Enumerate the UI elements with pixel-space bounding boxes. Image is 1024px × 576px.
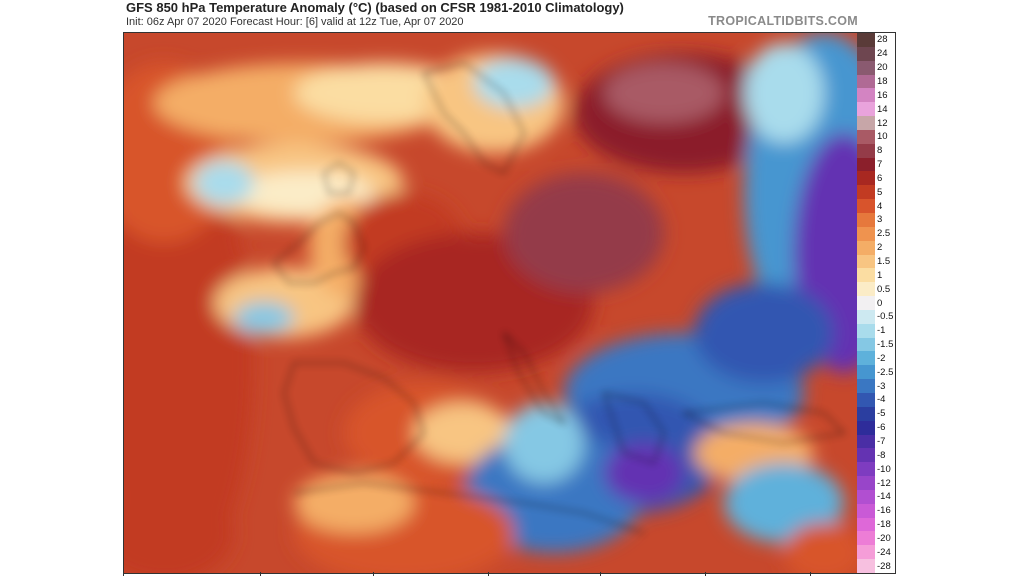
colorbar-swatch [857,74,875,89]
anomaly-map-image [124,33,858,573]
anomaly-map [123,32,859,574]
colorbar-label: -1 [877,325,886,337]
colorbar-swatch [857,406,875,422]
axis-tick [488,572,489,576]
colorbar-label: -18 [877,519,891,531]
colorbar-swatch [857,296,875,311]
colorbar-swatch [857,351,875,366]
chart-header: GFS 850 hPa Temperature Anomaly (°C) (ba… [0,0,1024,32]
colorbar-label: -7 [877,435,886,447]
axis-tick [260,572,261,576]
colorbar-label: -28 [877,560,891,572]
axis-tick [600,572,601,576]
colorbar-swatch [857,254,875,269]
map-subtitle: Init: 06z Apr 07 2020 Forecast Hour: [6]… [126,16,464,28]
colorbar-swatch [857,129,875,145]
colorbar-swatch [857,268,875,283]
colorbar-label: -4 [877,394,886,406]
colorbar-label: -12 [877,477,891,489]
colorbar-label: -2.5 [877,366,894,378]
colorbar-label: 24 [877,48,888,60]
colorbar-swatch [857,323,875,339]
colorbar-swatch [857,116,875,131]
colorbar-label: 28 [877,34,888,46]
colorbar-label: 14 [877,103,888,115]
colorbar-label: -16 [877,505,891,517]
colorbar-label: -8 [877,449,886,461]
colorbar-swatch [857,171,875,186]
colorbar-label: 1 [877,269,883,281]
colorbar-label: 6 [877,172,883,184]
colorbar-swatch [857,33,875,48]
colorbar-swatch [857,420,875,436]
colorbar-label: -10 [877,463,891,475]
colorbar-label: 0.5 [877,283,891,295]
axis-tick [373,572,374,576]
colorbar-label: -6 [877,422,886,434]
map-title: GFS 850 hPa Temperature Anomaly (°C) (ba… [126,0,624,15]
colorbar-swatch [857,476,875,491]
colorbar-label: 4 [877,200,883,212]
colorbar-swatch [857,489,875,505]
colorbar-label: -5 [877,408,886,420]
colorbar-label: 20 [877,62,888,74]
colorbar-swatch [857,379,875,394]
colorbar-label: 7 [877,159,883,171]
brand-watermark: TROPICALTIDBITS.COM [708,14,858,28]
colorbar-label: -2 [877,352,886,364]
colorbar-swatch [857,282,875,297]
colorbar-swatch [857,545,875,560]
colorbar-swatch [857,88,875,103]
axis-tick [123,572,124,576]
colorbar-swatch [857,102,875,117]
colorbar-label: 2 [877,242,883,254]
colorbar-label: 10 [877,131,888,143]
colorbar-label: 12 [877,117,888,129]
colorbar-swatch [857,185,875,200]
colorbar-label: 3 [877,214,883,226]
colorbar-swatch [857,434,875,449]
colorbar-swatch [857,46,875,62]
colorbar-swatch [857,309,875,325]
axis-tick [810,572,811,576]
colorbar-swatch [857,213,875,228]
colorbar-swatch [857,448,875,463]
colorbar-label: 16 [877,89,888,101]
colorbar-label: -1.5 [877,339,894,351]
colorbar-swatch [857,462,875,477]
colorbar-label: -14 [877,491,891,503]
bottom-axis-ticks [123,572,859,576]
colorbar-swatch [857,199,875,214]
colorbar-label: -0.5 [877,311,894,323]
colorbar-swatch [857,240,875,256]
colorbar-swatch [857,60,875,76]
colorbar-swatch [857,226,875,242]
colorbar-label: 2.5 [877,228,891,240]
colorbar-label: -20 [877,532,891,544]
colorbar-swatch [857,517,875,532]
colorbar-label: 8 [877,145,883,157]
colorbar-label: -24 [877,546,891,558]
colorbar-swatch [857,559,875,574]
colorbar-swatch [857,393,875,408]
colorbar-label: 1.5 [877,255,891,267]
colorbar-swatch [857,503,875,519]
colorbar-swatch [857,157,875,172]
colorbar-swatch [857,365,875,380]
colorbar-label: -3 [877,380,886,392]
colorbar-swatch [857,337,875,352]
anomaly-colorbar: 28 24 20 18 16 14 12 10 8 7 6 5 4 3 2.5 2 1.5 1 0.5 0 -0.5 -1… [857,32,896,574]
colorbar-label: 18 [877,75,888,87]
axis-tick [705,572,706,576]
colorbar-label: 0 [877,297,883,309]
colorbar-swatch [857,143,875,159]
colorbar-label: 5 [877,186,883,198]
colorbar-swatch [857,531,875,546]
